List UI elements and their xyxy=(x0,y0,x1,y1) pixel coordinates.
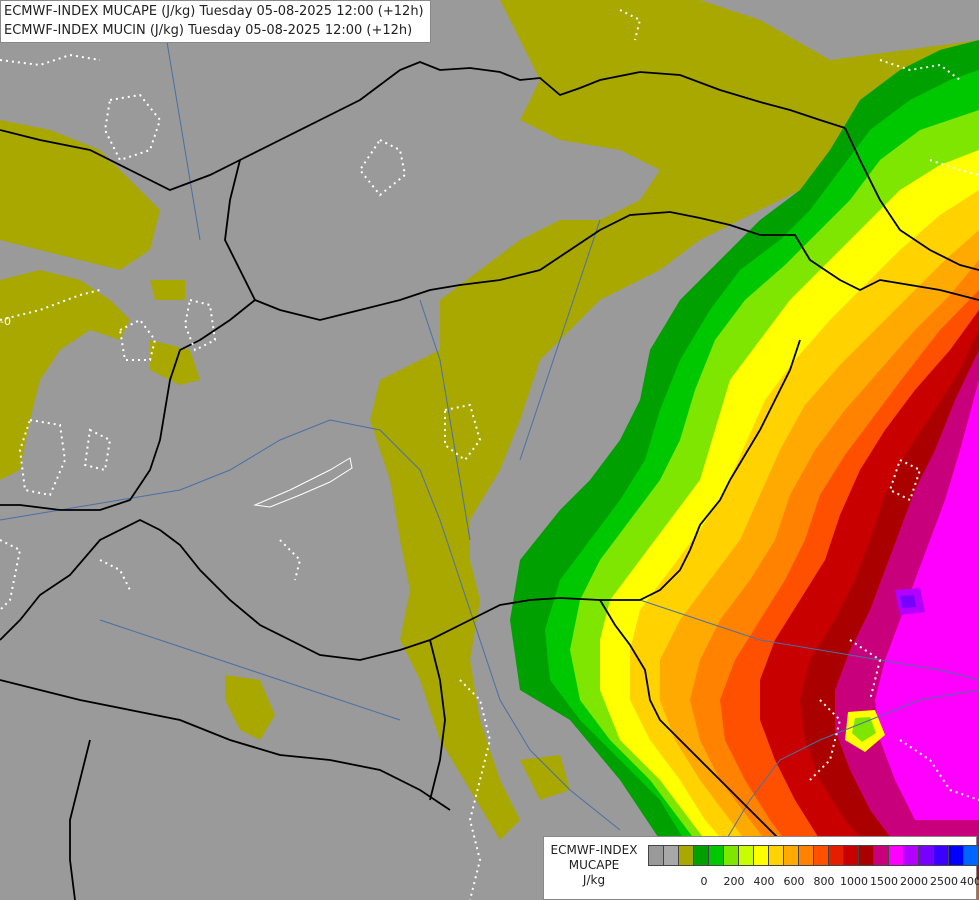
header-line-1: ECMWF-INDEX MUCAPE (J/kg) Tuesday 05-08-… xyxy=(4,4,424,19)
legend-swatch xyxy=(873,845,889,866)
legend-tick-label: 600 xyxy=(783,875,805,888)
map-header: ECMWF-INDEX MUCAPE (J/kg) Tuesday 05-08-… xyxy=(0,0,431,43)
legend-swatch xyxy=(648,845,664,866)
legend-tick-label: 1500 xyxy=(870,875,898,888)
legend-tick-label: 1000 xyxy=(840,875,868,888)
legend-swatch xyxy=(918,845,934,866)
legend-title: ECMWF-INDEX MUCAPE J/kg xyxy=(544,843,644,888)
mucin-contours xyxy=(0,9,979,900)
legend-title-line-1: ECMWF-INDEX xyxy=(550,843,638,857)
legend-swatch xyxy=(678,845,694,866)
legend-swatch xyxy=(738,845,754,866)
legend-tick-label: 4000 xyxy=(960,875,979,888)
legend-swatch xyxy=(888,845,904,866)
legend-swatch xyxy=(768,845,784,866)
contour-label: -0 xyxy=(0,315,11,328)
legend-title-line-2: MUCAPE xyxy=(568,858,620,872)
legend-swatch xyxy=(753,845,769,866)
legend-swatch xyxy=(813,845,829,866)
legend: ECMWF-INDEX MUCAPE J/kg 0 200 400 600 800 100… xyxy=(543,836,979,900)
cape-band-magenta xyxy=(875,380,979,820)
legend-tick-label: 2500 xyxy=(930,875,958,888)
header-line-2: ECMWF-INDEX MUCIN (J/kg) Tuesday 05-08-2… xyxy=(4,23,413,38)
legend-swatch xyxy=(963,845,979,866)
legend-swatch xyxy=(933,845,949,866)
lake-outline xyxy=(253,457,353,508)
cape-band-violet xyxy=(900,595,916,608)
legend-swatch xyxy=(663,845,679,866)
legend-tick-label: 400 xyxy=(753,875,775,888)
legend-swatch xyxy=(723,845,739,866)
legend-swatch xyxy=(693,845,709,866)
legend-swatch xyxy=(708,845,724,866)
legend-tick-label: 0 xyxy=(700,875,708,888)
cape-spot-green xyxy=(852,717,876,742)
legend-unit: J/kg xyxy=(582,873,606,887)
legend-tick-label: 800 xyxy=(813,875,835,888)
legend-colorbar xyxy=(648,845,979,866)
legend-ticks: 0200400600800100015002000250040006000 xyxy=(644,875,979,890)
legend-swatch xyxy=(843,845,859,866)
country-borders xyxy=(0,61,979,900)
legend-swatch xyxy=(858,845,874,866)
legend-tick-label: 200 xyxy=(723,875,745,888)
legend-swatch xyxy=(783,845,799,866)
legend-swatch xyxy=(798,845,814,866)
legend-swatch xyxy=(948,845,964,866)
legend-swatch xyxy=(828,845,844,866)
legend-swatch xyxy=(903,845,919,866)
legend-tick-label: 2000 xyxy=(900,875,928,888)
